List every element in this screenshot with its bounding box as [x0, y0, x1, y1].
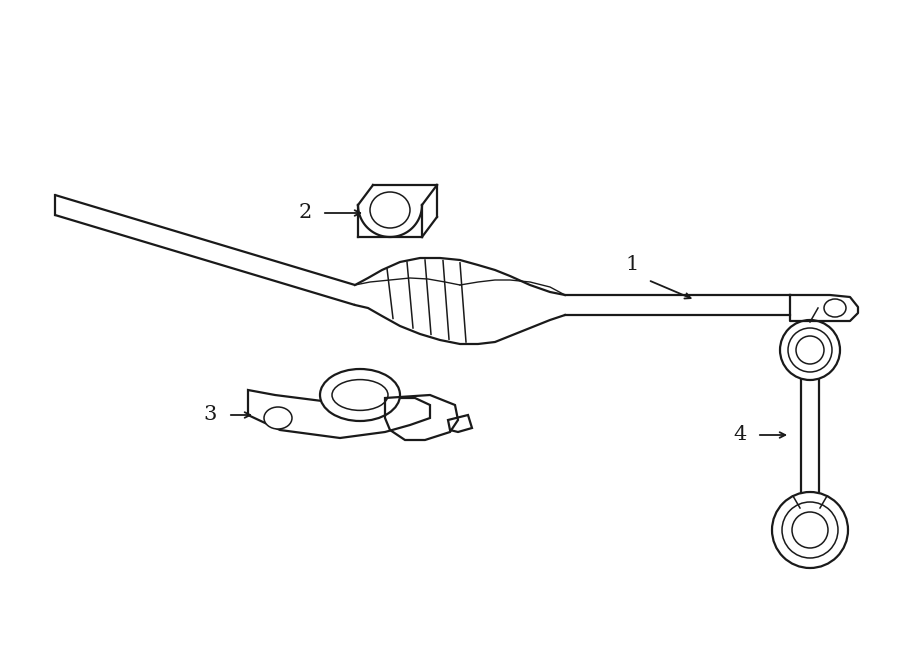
- Circle shape: [780, 320, 840, 380]
- Circle shape: [796, 336, 824, 364]
- Text: 3: 3: [203, 405, 217, 424]
- Ellipse shape: [824, 299, 846, 317]
- Circle shape: [772, 492, 848, 568]
- Ellipse shape: [332, 379, 388, 410]
- Circle shape: [792, 512, 828, 548]
- Ellipse shape: [370, 192, 410, 228]
- Text: 1: 1: [626, 256, 639, 274]
- Ellipse shape: [264, 407, 292, 429]
- Circle shape: [782, 502, 838, 558]
- Circle shape: [788, 328, 832, 372]
- Text: 2: 2: [299, 204, 311, 223]
- Ellipse shape: [320, 369, 400, 421]
- Text: 4: 4: [734, 426, 747, 444]
